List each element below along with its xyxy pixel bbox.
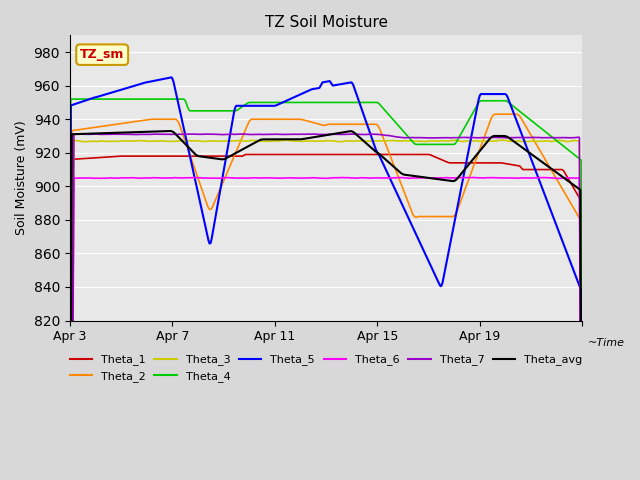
Theta_7 (344, 132, 352, 137)
Theta_7 (314, 132, 321, 137)
Theta_3 (344, 138, 352, 144)
Theta_2 (312, 120, 320, 126)
Legend: Theta_1, Theta_2, Theta_3, Theta_4, Theta_5, Theta_6, Theta_7, Theta_avg: Theta_1, Theta_2, Theta_3, Theta_4, Thet… (65, 350, 587, 386)
Theta_1 (344, 152, 352, 157)
Line: Theta_avg: Theta_avg (70, 131, 582, 480)
Theta_avg (372, 149, 380, 155)
Theta_5 (310, 86, 318, 92)
Theta_5 (372, 147, 380, 153)
Theta_avg (166, 128, 174, 134)
Line: Theta_5: Theta_5 (70, 77, 582, 480)
Theta_4 (487, 98, 495, 104)
Theta_7 (487, 134, 495, 140)
Theta_5 (487, 91, 495, 97)
Theta_6 (309, 175, 317, 180)
Theta_1 (567, 181, 575, 187)
Theta_2 (567, 201, 575, 207)
Theta_3 (314, 138, 321, 144)
Theta_4 (344, 99, 352, 105)
Theta_2 (492, 111, 499, 117)
Theta_4 (372, 99, 380, 105)
Theta_7 (310, 132, 318, 137)
Theta_2 (486, 119, 494, 124)
Theta_3 (310, 138, 318, 144)
Theta_6 (343, 175, 351, 180)
Theta_5 (314, 85, 321, 91)
Line: Theta_6: Theta_6 (70, 178, 582, 480)
Theta_5 (344, 80, 352, 86)
Theta_6 (371, 175, 379, 181)
Theta_avg (487, 134, 495, 140)
Theta_3 (487, 138, 495, 144)
Title: TZ Soil Moisture: TZ Soil Moisture (264, 15, 388, 30)
Theta_1 (310, 152, 318, 157)
Theta_1 (314, 152, 321, 157)
Theta_7 (372, 132, 380, 137)
Theta_avg (567, 180, 575, 186)
Theta_1 (487, 160, 495, 166)
Theta_4 (567, 149, 575, 155)
Theta_avg (310, 134, 318, 140)
Line: Theta_4: Theta_4 (70, 99, 582, 480)
Theta_2 (309, 120, 317, 125)
Theta_5 (567, 261, 575, 267)
Theta_6 (312, 175, 320, 181)
Theta_avg (314, 134, 321, 140)
Theta_avg (344, 129, 352, 134)
Theta_4 (67, 96, 75, 102)
Theta_6 (487, 175, 495, 180)
Theta_4 (310, 99, 318, 105)
Theta_1 (242, 152, 250, 157)
Theta_7 (567, 135, 575, 141)
Text: TZ_sm: TZ_sm (80, 48, 124, 61)
Line: Theta_3: Theta_3 (70, 140, 582, 480)
Theta_2 (371, 121, 379, 127)
Line: Theta_7: Theta_7 (70, 134, 582, 480)
Text: ~Time: ~Time (588, 337, 625, 348)
Line: Theta_1: Theta_1 (70, 155, 582, 480)
Theta_2 (343, 121, 351, 127)
Theta_7 (239, 131, 246, 137)
Theta_3 (567, 138, 575, 144)
Theta_6 (468, 175, 476, 180)
Line: Theta_2: Theta_2 (70, 114, 582, 480)
Theta_3 (372, 138, 380, 144)
Theta_3 (282, 137, 289, 143)
Y-axis label: Soil Moisture (mV): Soil Moisture (mV) (15, 120, 28, 235)
Theta_4 (314, 99, 321, 105)
Theta_1 (372, 152, 380, 157)
Theta_5 (168, 74, 175, 80)
Theta_6 (567, 175, 575, 181)
